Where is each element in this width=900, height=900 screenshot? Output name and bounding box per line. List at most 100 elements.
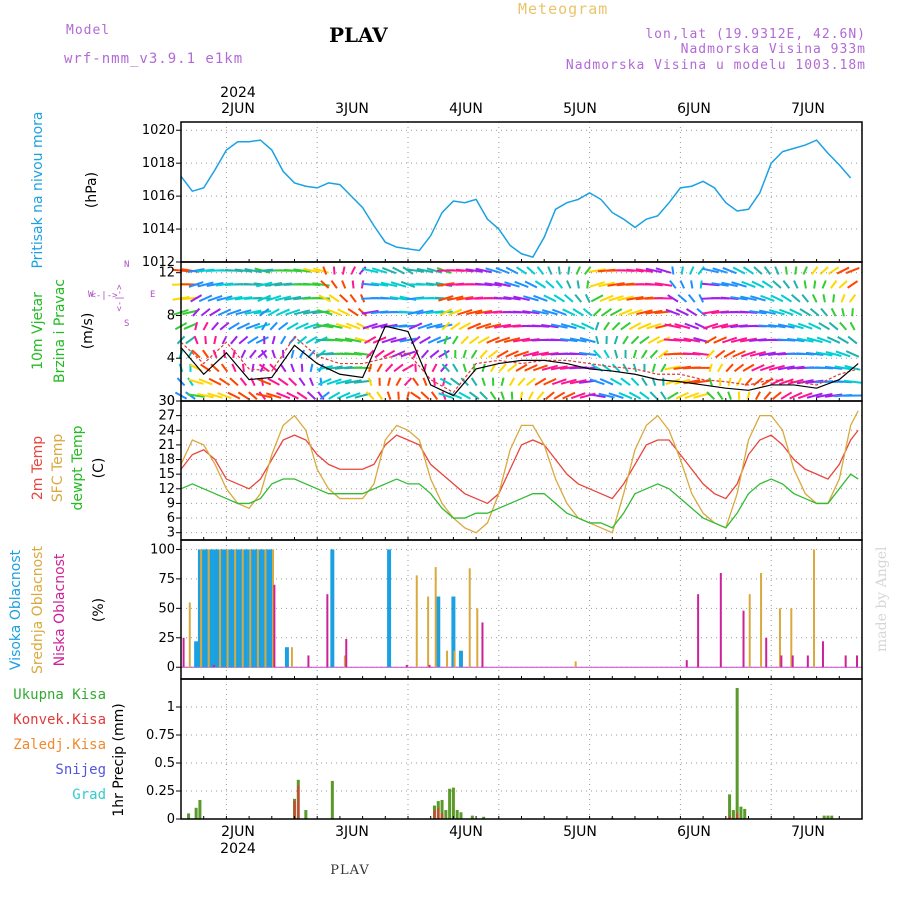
cloud-low-bar: [844, 655, 847, 668]
wind-arrow: [645, 267, 663, 274]
wind-arrow: [522, 351, 540, 357]
wind-arrow: [811, 294, 818, 303]
wind-arrow: [835, 350, 851, 358]
wind-arrow: [774, 266, 780, 275]
wind-arrow: [659, 391, 667, 401]
wind-arrow: [234, 268, 253, 273]
wind-arrow: [637, 322, 652, 330]
wind-arrow: [570, 322, 586, 330]
wind-arrow: [470, 377, 478, 387]
wind-arrow: [796, 337, 814, 343]
wind-arrow: [387, 377, 392, 386]
wind-arrow: [608, 295, 624, 302]
wind-arrow: [828, 321, 839, 331]
wind-arrow: [365, 391, 375, 401]
model-altitude-label: Nadmorska Visina u modelu 1003.18m: [566, 58, 866, 73]
wind-arrow: [498, 363, 507, 373]
wind-arrow: [481, 363, 486, 373]
wind-arrow: [438, 295, 454, 302]
wind-arrow: [771, 391, 782, 400]
cloud-mid-bar: [219, 549, 222, 668]
wind-label-2: Brzina i Pravac: [52, 279, 68, 383]
wind-arrow: [390, 281, 407, 288]
wind-arrow: [254, 323, 271, 330]
precip-total-bar: [330, 780, 334, 819]
wind-arrow: [347, 308, 359, 317]
wind-arrow: [353, 379, 372, 384]
wind-arrow: [328, 294, 340, 303]
wind-arrow: [632, 363, 638, 373]
wind-arrow: [441, 363, 451, 373]
pressure-label: Pritisak na nivou mora: [30, 111, 46, 268]
wind-arrow: [361, 282, 380, 287]
wind-arrow: [183, 322, 198, 330]
wind-arrow: [267, 308, 280, 317]
wind-arrow: [712, 267, 728, 274]
wind-arrow: [371, 323, 388, 330]
wind-arrow: [578, 351, 597, 357]
wind-arrow: [325, 323, 343, 329]
wind-arrow: [341, 280, 347, 289]
wind-arrow: [332, 266, 336, 275]
wind-arrow: [339, 294, 349, 303]
wind-arrow: [647, 336, 660, 345]
cloud-high-bar: [458, 650, 463, 668]
wind-arrow: [508, 377, 516, 387]
wind-arrow: [374, 349, 385, 359]
cloud-low-label: Niska Oblacnost: [52, 553, 68, 666]
wind-arrow: [190, 294, 203, 303]
wind-arrow: [316, 323, 334, 329]
wind-arrow: [470, 349, 478, 359]
wind-arrow: [639, 391, 650, 400]
wind-arrow: [732, 350, 746, 358]
wind-arrow: [351, 280, 355, 289]
cloud-high-bar: [243, 549, 248, 668]
precip-conv-bar: [441, 813, 444, 819]
wind-arrow: [752, 377, 763, 387]
cloud-high-bar: [330, 549, 335, 668]
wind-arrow: [777, 365, 795, 371]
cloud-mid-bar: [427, 596, 430, 668]
wind-arrow: [468, 335, 480, 345]
wind-arrow: [306, 391, 317, 400]
wind-arrow: [443, 349, 448, 359]
wind-arrow: [821, 280, 827, 289]
wind-arrow: [489, 363, 497, 373]
wind-arrow: [441, 321, 451, 331]
wind-arrow: [617, 295, 634, 302]
precip-total-bar: [728, 794, 732, 819]
wind-arrow: [265, 392, 282, 399]
wind-arrow: [364, 336, 377, 345]
precip-total-bar: [459, 812, 463, 819]
wind-arrow: [763, 266, 772, 275]
wind-arrow: [801, 293, 810, 303]
wind-arrow: [840, 294, 846, 303]
wind-arrow: [261, 321, 268, 331]
wind-arrow: [198, 378, 213, 386]
y-tick-label: 50: [158, 601, 175, 616]
wind-arrow: [699, 280, 703, 289]
wind-arrow: [733, 363, 745, 373]
wind-arrow: [749, 351, 767, 357]
wind-arrow: [458, 391, 471, 400]
wind-arrow: [768, 309, 785, 316]
wind-arrow: [706, 349, 715, 359]
wind-arrow: [251, 363, 255, 373]
cloud-low-bar: [273, 584, 276, 668]
wind-arrow: [630, 377, 640, 387]
wind-arrow: [618, 308, 633, 316]
wind-arrow: [534, 280, 547, 289]
wind-arrow: [806, 392, 823, 399]
cloud-mid-bar: [574, 661, 577, 668]
wind-arrow: [384, 363, 394, 373]
wind-arrow: [789, 391, 803, 400]
temp-frame: [180, 400, 863, 541]
wind-arrow: [227, 391, 241, 400]
wind-arrow: [522, 310, 540, 315]
precip-total-bar: [451, 787, 455, 819]
y-tick-label: 9: [167, 496, 175, 511]
data-layer: [180, 139, 862, 820]
cloud-high-bar: [262, 549, 267, 668]
cloud-mid-bar: [813, 549, 816, 668]
wind-arrow: [241, 363, 245, 372]
